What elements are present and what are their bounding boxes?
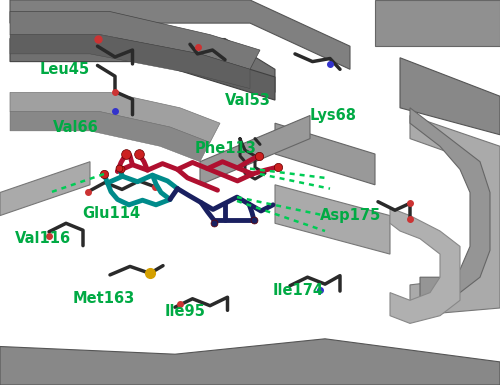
Polygon shape — [10, 112, 210, 162]
Polygon shape — [10, 0, 350, 69]
Polygon shape — [275, 123, 375, 185]
Polygon shape — [275, 185, 390, 254]
Text: Val66: Val66 — [52, 120, 98, 134]
Polygon shape — [410, 116, 500, 316]
Polygon shape — [375, 0, 500, 46]
Polygon shape — [10, 35, 250, 89]
Polygon shape — [390, 208, 460, 323]
Polygon shape — [175, 46, 275, 100]
Text: Phe113: Phe113 — [195, 141, 257, 156]
Text: Val53: Val53 — [225, 93, 271, 107]
Polygon shape — [10, 38, 275, 92]
Text: Glu114: Glu114 — [82, 206, 140, 221]
Polygon shape — [0, 162, 90, 216]
Polygon shape — [10, 92, 220, 142]
Polygon shape — [200, 116, 310, 185]
Polygon shape — [0, 339, 500, 385]
Polygon shape — [400, 58, 500, 135]
Text: Lys68: Lys68 — [310, 108, 357, 123]
Text: Ile174: Ile174 — [272, 283, 324, 298]
Polygon shape — [10, 12, 260, 69]
Text: Met163: Met163 — [72, 291, 135, 306]
Text: Asp175: Asp175 — [320, 208, 382, 223]
Text: Val116: Val116 — [15, 231, 71, 246]
Polygon shape — [410, 108, 490, 300]
Text: Leu45: Leu45 — [40, 62, 90, 77]
Text: Ile95: Ile95 — [165, 305, 206, 319]
